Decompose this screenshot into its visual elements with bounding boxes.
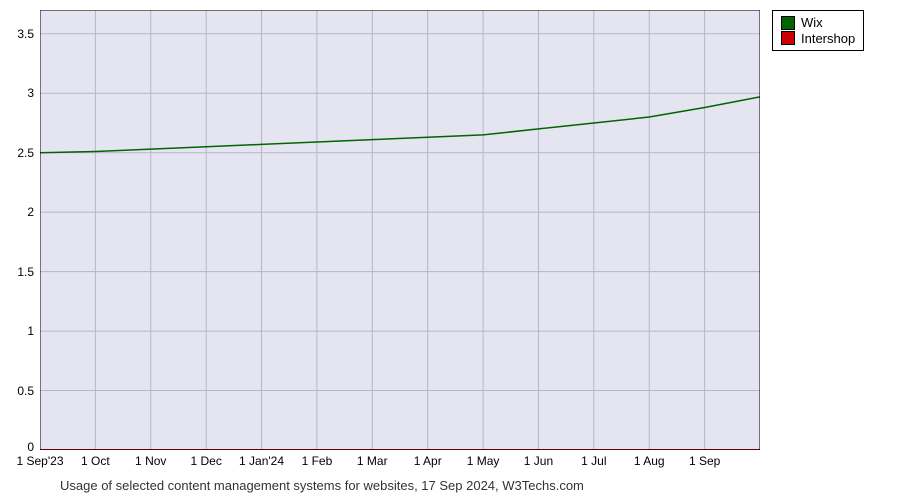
chart-legend: WixIntershop [772, 10, 864, 51]
legend-label: Wix [801, 15, 823, 31]
chart-caption: Usage of selected content management sys… [60, 478, 584, 493]
x-tick-label: 1 Jul [581, 454, 606, 468]
usage-chart [40, 10, 760, 450]
y-tick-label: 2.5 [0, 146, 34, 160]
x-tick-label: 1 Apr [414, 454, 442, 468]
y-tick-label: 3.5 [0, 27, 34, 41]
y-tick-label: 1 [0, 324, 34, 338]
x-tick-label: 1 Sep'23 [17, 454, 64, 468]
legend-item: Intershop [781, 31, 855, 47]
x-tick-label: 1 Sep [689, 454, 720, 468]
x-tick-label: 1 Jun [524, 454, 553, 468]
x-tick-label: 1 Feb [302, 454, 333, 468]
y-tick-label: 0.5 [0, 384, 34, 398]
x-tick-label: 1 Oct [81, 454, 110, 468]
y-tick-label: 3 [0, 86, 34, 100]
y-tick-label: 2 [0, 205, 34, 219]
legend-label: Intershop [801, 31, 855, 47]
y-tick-label: 0 [0, 440, 34, 454]
x-tick-label: 1 Mar [357, 454, 388, 468]
x-tick-label: 1 Dec [190, 454, 221, 468]
x-tick-label: 1 Aug [634, 454, 665, 468]
legend-swatch [781, 31, 795, 45]
y-tick-label: 1.5 [0, 265, 34, 279]
legend-swatch [781, 16, 795, 30]
x-tick-label: 1 May [467, 454, 500, 468]
x-tick-label: 1 Jan'24 [239, 454, 284, 468]
x-tick-label: 1 Nov [135, 454, 166, 468]
legend-item: Wix [781, 15, 855, 31]
